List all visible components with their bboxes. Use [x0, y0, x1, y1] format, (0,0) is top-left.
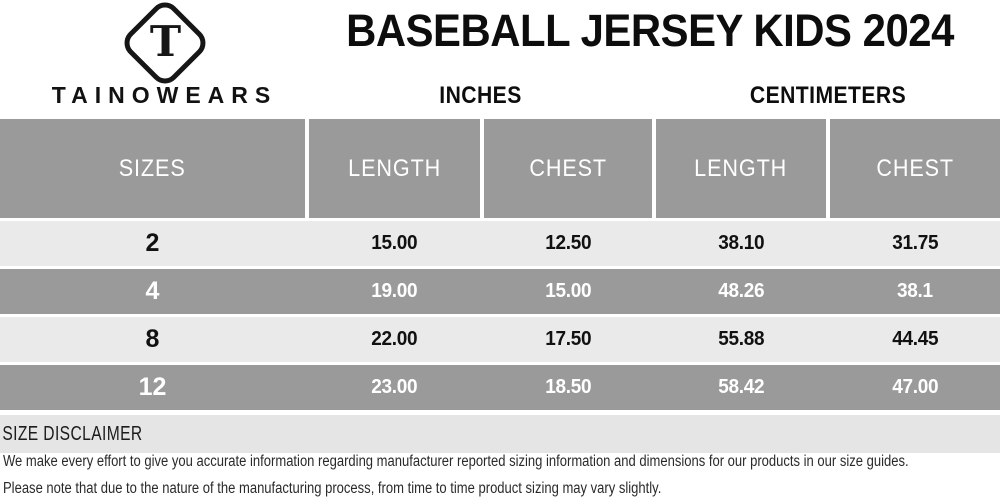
page-title: BASEBALL JERSEY KIDS 2024 [346, 5, 954, 56]
length-in-value: 22.00 [371, 328, 418, 350]
size-value: 12 [138, 373, 167, 401]
chest-cm-value: 38.1 [897, 280, 933, 302]
table-row-size-8: 8 22.00 17.50 55.88 44.45 [0, 317, 1000, 362]
header-cell-sizes: SIZES [0, 119, 305, 218]
size-value: 4 [145, 277, 160, 305]
unit-label-centimeters: CENTIMETERS [749, 82, 907, 109]
chest-cm-value: 44.45 [891, 328, 939, 350]
table-header-row: SIZES LENGTH CHEST LENGTH CHEST [0, 119, 1000, 218]
disclaimer-line-1: We make every effort to give you accurat… [3, 453, 909, 470]
header-cell-chest-in: CHEST [484, 119, 652, 218]
disclaimer-line-2: Please note that due to the nature of th… [3, 480, 662, 497]
brand-logo-letter: T [150, 17, 182, 67]
header-cell-length-in: LENGTH [309, 119, 480, 218]
length-cm-value: 38.10 [717, 232, 765, 254]
chest-in-value: 12.50 [544, 232, 592, 254]
length-cm-value: 58.42 [717, 376, 765, 398]
length-cm-value: 55.88 [717, 328, 765, 350]
chest-cm-value: 31.75 [891, 232, 939, 254]
size-value: 2 [145, 229, 160, 257]
table-row-size-2: 2 15.00 12.50 38.10 31.75 [0, 221, 1000, 266]
length-in-value: 19.00 [371, 280, 418, 302]
table-row-size-4: 4 19.00 15.00 48.26 38.1 [0, 269, 1000, 314]
disclaimer-band: SIZE DISCLAIMER [0, 415, 1000, 453]
brand-block: T TAINOWEARS [0, 0, 322, 118]
brand-name: TAINOWEARS [51, 82, 278, 108]
length-in-value: 15.00 [371, 232, 418, 254]
length-cm-value: 48.26 [717, 280, 765, 302]
chest-in-value: 18.50 [544, 376, 592, 398]
header-cell-chest-cm: CHEST [830, 119, 1000, 218]
table-row-size-12: 12 23.00 18.50 58.42 47.00 [0, 365, 1000, 410]
size-table: SIZES LENGTH CHEST LENGTH CHEST 2 15.00 … [0, 119, 1000, 410]
header-cell-length-cm: LENGTH [656, 119, 826, 218]
chest-in-value: 15.00 [544, 280, 592, 302]
size-value: 8 [145, 325, 160, 353]
disclaimer-heading: SIZE DISCLAIMER [2, 422, 143, 445]
chest-in-value: 17.50 [544, 328, 592, 350]
length-in-value: 23.00 [371, 376, 418, 398]
brand-diamond-logo-icon: T [118, 0, 212, 90]
chest-cm-value: 47.00 [891, 376, 939, 398]
unit-label-inches: INCHES [439, 82, 522, 109]
